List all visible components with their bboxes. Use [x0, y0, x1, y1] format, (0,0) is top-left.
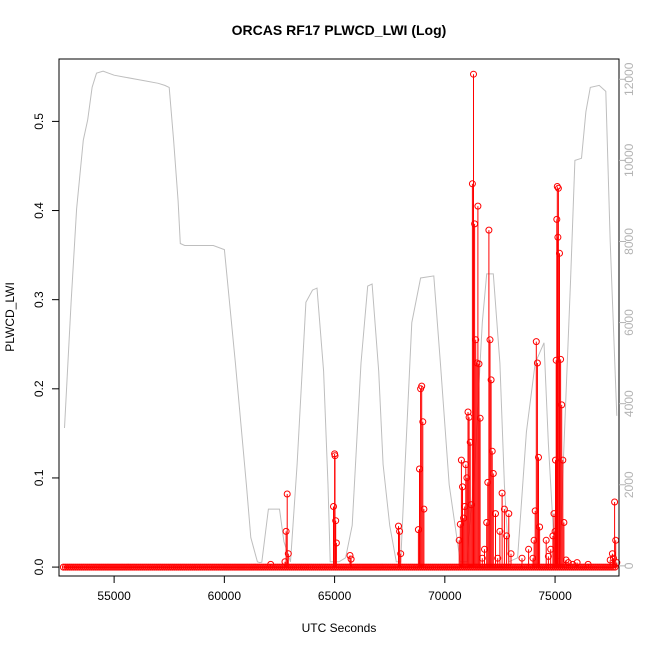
- plwcd-data-point: [610, 554, 617, 562]
- plwcd-data-point: [489, 470, 497, 477]
- plwcd-data-point: [496, 527, 504, 535]
- y-tick-label: 0.3: [32, 291, 46, 308]
- plwcd-data-point: [613, 559, 621, 567]
- plwcd-data-point: [560, 519, 568, 526]
- y-tick-label: 0.2: [32, 380, 46, 397]
- y-tick-label: 0.5: [32, 113, 46, 130]
- y-axis-left: 0.0 0.1 0.2 0.3 0.4 0.5: [32, 113, 59, 575]
- y2-tick-label: 8000: [622, 228, 636, 255]
- plwcd-data-point: [486, 336, 494, 344]
- plwcd-data-point: [487, 376, 495, 384]
- altitude-series-line: [64, 70, 618, 564]
- plwcd-data-point: [472, 336, 480, 344]
- plwcd-data-point: [396, 527, 404, 535]
- plwcd-data-point: [476, 414, 484, 422]
- y2-tick-label: 12000: [622, 62, 636, 96]
- plwcd-data-point: [544, 552, 552, 560]
- plwcd-data-point: [457, 456, 465, 464]
- y2-tick-label: 6000: [622, 309, 636, 336]
- y2-tick-label: 10000: [622, 143, 636, 177]
- y2-tick-label: 2000: [622, 471, 636, 498]
- plwcd-data-point: [507, 550, 515, 558]
- plwcd-data-point: [397, 550, 405, 558]
- plwcd-data-point: [420, 505, 428, 513]
- x-tick-label: 70000: [428, 589, 462, 603]
- x-tick-label: 65000: [318, 589, 352, 603]
- plot-area: [59, 70, 621, 571]
- plwcd-data-point: [533, 359, 541, 367]
- plwcd-data-point: [558, 401, 566, 409]
- y-tick-label: 0.1: [32, 469, 46, 486]
- plwcd-data-point: [464, 408, 472, 416]
- x-tick-label: 55000: [97, 589, 131, 603]
- plwcd-data-point: [330, 503, 337, 510]
- plwcd-data-point: [532, 338, 540, 346]
- plwcd-data-point: [569, 560, 577, 568]
- plwcd-data-point: [485, 226, 493, 234]
- plwcd-data-point: [494, 554, 502, 562]
- y-axis-right: 0 2000 4000 6000 8000 10000 12000: [619, 62, 636, 569]
- plwcd-data-point: [542, 536, 550, 544]
- plwcd-data-point: [283, 490, 291, 498]
- plwcd-data-point: [419, 418, 427, 426]
- plwcd-data-point: [564, 559, 572, 567]
- plwcd-data-point: [418, 382, 426, 390]
- plwcd-data-point: [553, 183, 561, 190]
- plwcd-data-point: [395, 522, 402, 530]
- plwcd-data-point: [332, 517, 340, 525]
- plwcd-data-point: [468, 180, 476, 188]
- plwcd-data-point: [478, 554, 486, 562]
- plwcd-data-point: [556, 249, 563, 257]
- y-tick-label: 0.4: [32, 202, 46, 219]
- plwcd-data-point: [573, 559, 581, 567]
- plwcd-data-point: [557, 355, 565, 363]
- y2-tick-label: 0: [622, 562, 636, 569]
- plwcd-data-point: [611, 498, 619, 506]
- plwcd-data-point: [492, 510, 499, 518]
- plot-frame: [58, 58, 620, 577]
- plwcd-data-point: [474, 202, 482, 210]
- plwcd-data-point: [470, 70, 477, 78]
- plwcd-data-point: [284, 550, 292, 558]
- plwcd-data-point: [267, 560, 275, 568]
- plwcd-data-point: [503, 532, 511, 540]
- plwcd-data-point: [525, 545, 533, 553]
- chart-title: ORCAS RF17 PLWCD_LWI (Log): [232, 22, 447, 38]
- plwcd-data-point: [536, 523, 544, 531]
- plwcd-data-point: [505, 510, 513, 518]
- x-axis: 55000 60000 65000 70000 75000: [97, 576, 572, 603]
- plwcd-data-point: [475, 360, 483, 368]
- plwcd-data-point: [559, 456, 567, 464]
- x-tick-label: 75000: [538, 589, 572, 603]
- plwcd-data-point: [554, 184, 562, 192]
- plwcd-data-point: [332, 539, 340, 547]
- y2-tick-label: 4000: [622, 390, 636, 417]
- y-axis-label: PLWCD_LWI: [3, 282, 17, 352]
- plwcd-data-point: [331, 452, 339, 460]
- x-axis-label: UTC Seconds: [302, 621, 377, 635]
- y-tick-label: 0.0: [32, 558, 46, 575]
- plwcd-data-point: [498, 489, 506, 497]
- plwcd-data-point: [518, 554, 526, 562]
- plwcd-data-point: [535, 453, 542, 461]
- plwcd-data-point: [500, 505, 508, 513]
- plwcd-data-point: [346, 552, 354, 559]
- x-tick-label: 60000: [208, 589, 242, 603]
- plwcd-data-point: [282, 527, 290, 535]
- plwcd-data-point: [584, 560, 592, 568]
- plwcd-data-point: [488, 447, 496, 455]
- plwcd-data-point: [347, 555, 355, 563]
